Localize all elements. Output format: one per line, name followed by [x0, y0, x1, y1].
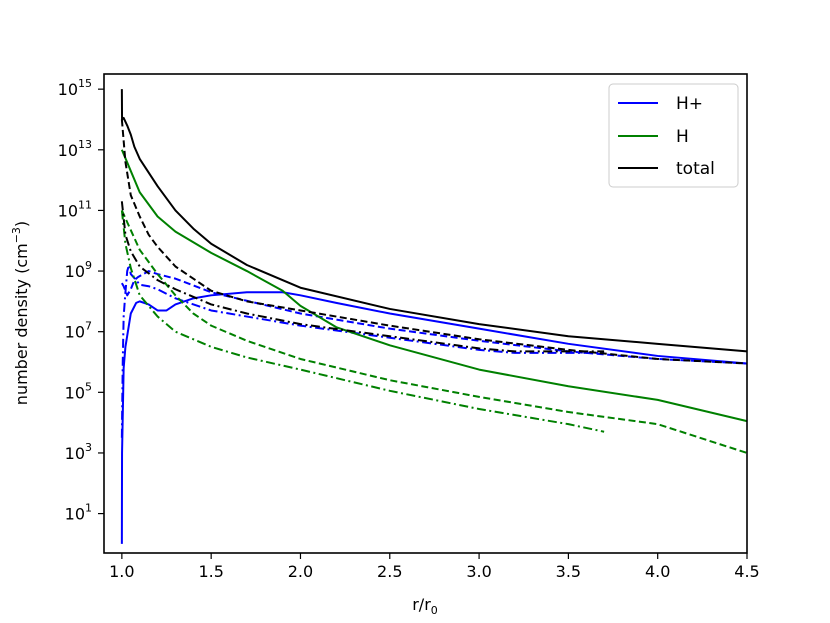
legend-label-h-plus: H+ [676, 94, 703, 114]
x-axis: 1.0 1.5 2.0 2.5 3.0 3.5 4.0 4.5 [109, 553, 760, 581]
y-tick-label: 103 [65, 441, 92, 463]
y-tick-label: 107 [65, 320, 92, 342]
legend-frame [608, 83, 739, 188]
series-line-h [120, 149, 748, 423]
series-line-h-plus-dash-dot [120, 263, 605, 438]
y-tick-label: 105 [65, 380, 92, 402]
series-line-h-dash-dot [120, 210, 605, 433]
series-line-h-plus-dashed [120, 270, 748, 365]
x-axis-label: r/r0 [412, 595, 438, 617]
plot-frame [103, 73, 748, 554]
x-tick-label: 1.5 [198, 562, 223, 581]
y-tick-label: 1013 [58, 138, 92, 160]
series-line-total-dash-dot [120, 201, 605, 353]
y-axis-label: number density (cm−3) [10, 221, 31, 405]
series-line-total-dashed [120, 119, 748, 365]
y-tick-label: 1015 [58, 77, 92, 99]
series-layer [120, 89, 748, 544]
x-tick-label: 2.0 [288, 562, 313, 581]
legend-label-h: H [676, 127, 689, 147]
x-tick-label: 3.0 [466, 562, 491, 581]
legend: H+ H total [608, 83, 739, 188]
x-tick-label: 4.5 [734, 562, 759, 581]
x-tick-label: 2.5 [377, 562, 402, 581]
x-tick-label: 3.5 [556, 562, 581, 581]
y-tick-label: 101 [65, 502, 92, 524]
series-line-h-dashed [120, 210, 748, 454]
y-tick-label: 109 [65, 259, 92, 281]
series-line-total [120, 89, 748, 353]
y-axis: 101 103 105 107 109 1011 1013 1015 [58, 77, 104, 524]
series-line-h-plus [120, 291, 748, 544]
x-tick-label: 1.0 [109, 562, 134, 581]
x-tick-label: 4.0 [645, 562, 670, 581]
y-tick-label: 1011 [58, 198, 92, 220]
legend-label-total: total [676, 159, 715, 179]
